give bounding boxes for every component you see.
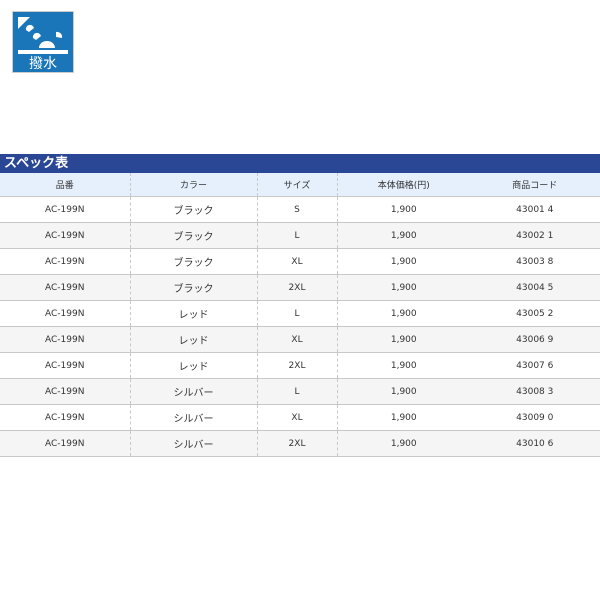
cell-part-number: AC-199N xyxy=(0,222,131,249)
cell-price: 1,900 xyxy=(337,326,470,353)
cell-part-number: AC-199N xyxy=(0,248,131,275)
cell-color: レッド xyxy=(130,352,258,379)
cell-product-code: 43004 5 xyxy=(470,274,600,301)
cell-color: ブラック xyxy=(130,248,258,275)
header-price: 本体価格(円) xyxy=(337,173,470,197)
cell-color: レッド xyxy=(130,300,258,327)
cell-price: 1,900 xyxy=(337,404,470,431)
cell-price: 1,900 xyxy=(337,430,470,457)
cell-part-number: AC-199N xyxy=(0,430,131,457)
cell-color: シルバー xyxy=(130,430,258,457)
table-row: AC-199N シルバー 2XL 1,900 43010 6 xyxy=(0,430,600,457)
cell-size: XL xyxy=(257,326,338,353)
table-row: AC-199N レッド XL 1,900 43006 9 xyxy=(0,326,600,353)
cell-color: レッド xyxy=(130,326,258,353)
cell-product-code: 43005 2 xyxy=(470,300,600,327)
cell-product-code: 43010 6 xyxy=(470,430,600,457)
cell-product-code: 43006 9 xyxy=(470,326,600,353)
cell-size: L xyxy=(257,300,338,327)
svg-text:撥水: 撥水 xyxy=(29,56,57,72)
cell-price: 1,900 xyxy=(337,274,470,301)
table-row: AC-199N ブラック S 1,900 43001 4 xyxy=(0,196,600,223)
cell-price: 1,900 xyxy=(337,196,470,223)
cell-size: L xyxy=(257,222,338,249)
cell-size: XL xyxy=(257,248,338,275)
cell-price: 1,900 xyxy=(337,248,470,275)
cell-size: XL xyxy=(257,404,338,431)
cell-price: 1,900 xyxy=(337,300,470,327)
cell-part-number: AC-199N xyxy=(0,300,131,327)
table-row: AC-199N シルバー XL 1,900 43009 0 xyxy=(0,404,600,431)
spec-table: 品番 カラー サイズ 本体価格(円) 商品コード AC-199N ブラック S 1,9… xyxy=(0,173,600,457)
table-row: AC-199N レッド 2XL 1,900 43007 6 xyxy=(0,352,600,379)
table-row: AC-199N レッド L 1,900 43005 2 xyxy=(0,300,600,327)
cell-price: 1,900 xyxy=(337,352,470,379)
cell-part-number: AC-199N xyxy=(0,274,131,301)
cell-color: ブラック xyxy=(130,196,258,223)
cell-product-code: 43009 0 xyxy=(470,404,600,431)
cell-product-code: 43001 4 xyxy=(470,196,600,223)
cell-product-code: 43003 8 xyxy=(470,248,600,275)
header-part-number: 品番 xyxy=(0,173,131,197)
spec-table-section: スペック表 品番 カラー サイズ 本体価格(円) 商品コード AC-199N ブラ… xyxy=(0,154,600,457)
cell-size: 2XL xyxy=(257,352,338,379)
water-repellent-icon: 撥水 xyxy=(18,17,68,72)
table-row: AC-199N ブラック L 1,900 43002 1 xyxy=(0,222,600,249)
cell-size: 2XL xyxy=(257,430,338,457)
table-row: AC-199N シルバー L 1,900 43008 3 xyxy=(0,378,600,405)
cell-price: 1,900 xyxy=(337,222,470,249)
cell-price: 1,900 xyxy=(337,378,470,405)
table-row: AC-199N ブラック XL 1,900 43003 8 xyxy=(0,248,600,275)
cell-product-code: 43008 3 xyxy=(470,378,600,405)
cell-size: 2XL xyxy=(257,274,338,301)
table-header-row: 品番 カラー サイズ 本体価格(円) 商品コード xyxy=(0,173,600,197)
cell-product-code: 43002 1 xyxy=(470,222,600,249)
spec-title: スペック表 xyxy=(0,154,600,173)
cell-size: S xyxy=(257,196,338,223)
cell-color: シルバー xyxy=(130,378,258,405)
water-repellent-logo: 撥水 xyxy=(12,11,74,73)
cell-part-number: AC-199N xyxy=(0,404,131,431)
cell-part-number: AC-199N xyxy=(0,196,131,223)
cell-part-number: AC-199N xyxy=(0,352,131,379)
header-product-code: 商品コード xyxy=(470,173,600,197)
header-size: サイズ xyxy=(257,173,338,197)
table-row: AC-199N ブラック 2XL 1,900 43004 5 xyxy=(0,274,600,301)
cell-color: シルバー xyxy=(130,404,258,431)
cell-product-code: 43007 6 xyxy=(470,352,600,379)
cell-part-number: AC-199N xyxy=(0,378,131,405)
cell-color: ブラック xyxy=(130,274,258,301)
header-color: カラー xyxy=(130,173,258,197)
cell-size: L xyxy=(257,378,338,405)
cell-part-number: AC-199N xyxy=(0,326,131,353)
cell-color: ブラック xyxy=(130,222,258,249)
